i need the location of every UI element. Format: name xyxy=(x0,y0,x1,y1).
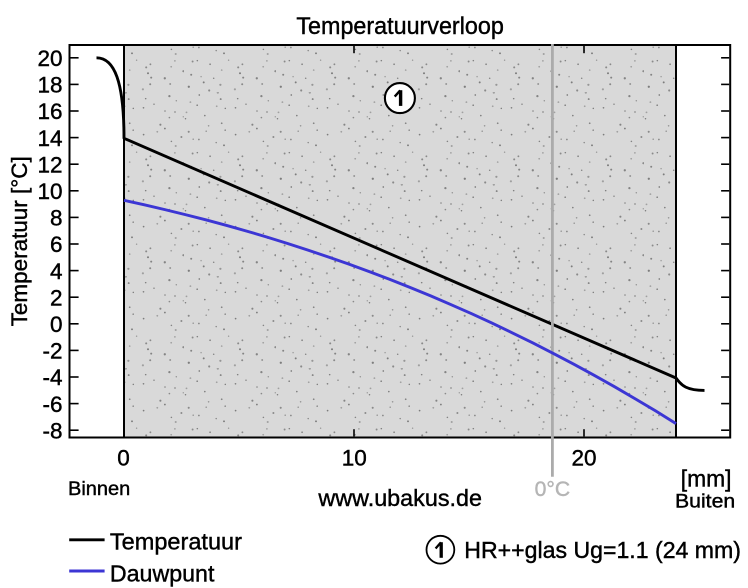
svg-text:Temperatuur: Temperatuur xyxy=(110,528,242,554)
svg-text:18: 18 xyxy=(37,73,62,98)
svg-text:12: 12 xyxy=(37,152,62,177)
svg-text:www.ubakus.de: www.ubakus.de xyxy=(317,485,482,511)
svg-text:10: 10 xyxy=(37,179,62,204)
svg-text:8: 8 xyxy=(50,206,63,231)
svg-text:0: 0 xyxy=(117,445,130,470)
svg-text:-4: -4 xyxy=(42,365,62,390)
svg-text:Buiten: Buiten xyxy=(675,490,735,512)
svg-text:6: 6 xyxy=(50,232,63,257)
svg-text:2: 2 xyxy=(50,285,63,310)
svg-text:Binnen: Binnen xyxy=(68,478,130,500)
svg-text:-6: -6 xyxy=(42,392,62,417)
svg-text:14: 14 xyxy=(37,126,62,151)
svg-text:[mm]: [mm] xyxy=(681,466,732,492)
svg-text:16: 16 xyxy=(37,99,62,124)
svg-text:0°C: 0°C xyxy=(535,478,571,501)
svg-text:10: 10 xyxy=(342,445,367,470)
svg-text:Dauwpunt: Dauwpunt xyxy=(110,560,215,586)
svg-text:20: 20 xyxy=(571,445,596,470)
svg-text:-2: -2 xyxy=(42,339,62,364)
svg-text:Temperatuur [°C]: Temperatuur [°C] xyxy=(7,156,32,326)
svg-text:4: 4 xyxy=(50,259,63,284)
svg-text:0: 0 xyxy=(50,312,63,337)
svg-text:20: 20 xyxy=(37,46,62,71)
svg-text:Temperatuurverloop: Temperatuurverloop xyxy=(296,13,503,40)
svg-text:-8: -8 xyxy=(42,418,62,443)
svg-text:HR++glas Ug=1.1 (24 mm): HR++glas Ug=1.1 (24 mm) xyxy=(464,537,741,563)
